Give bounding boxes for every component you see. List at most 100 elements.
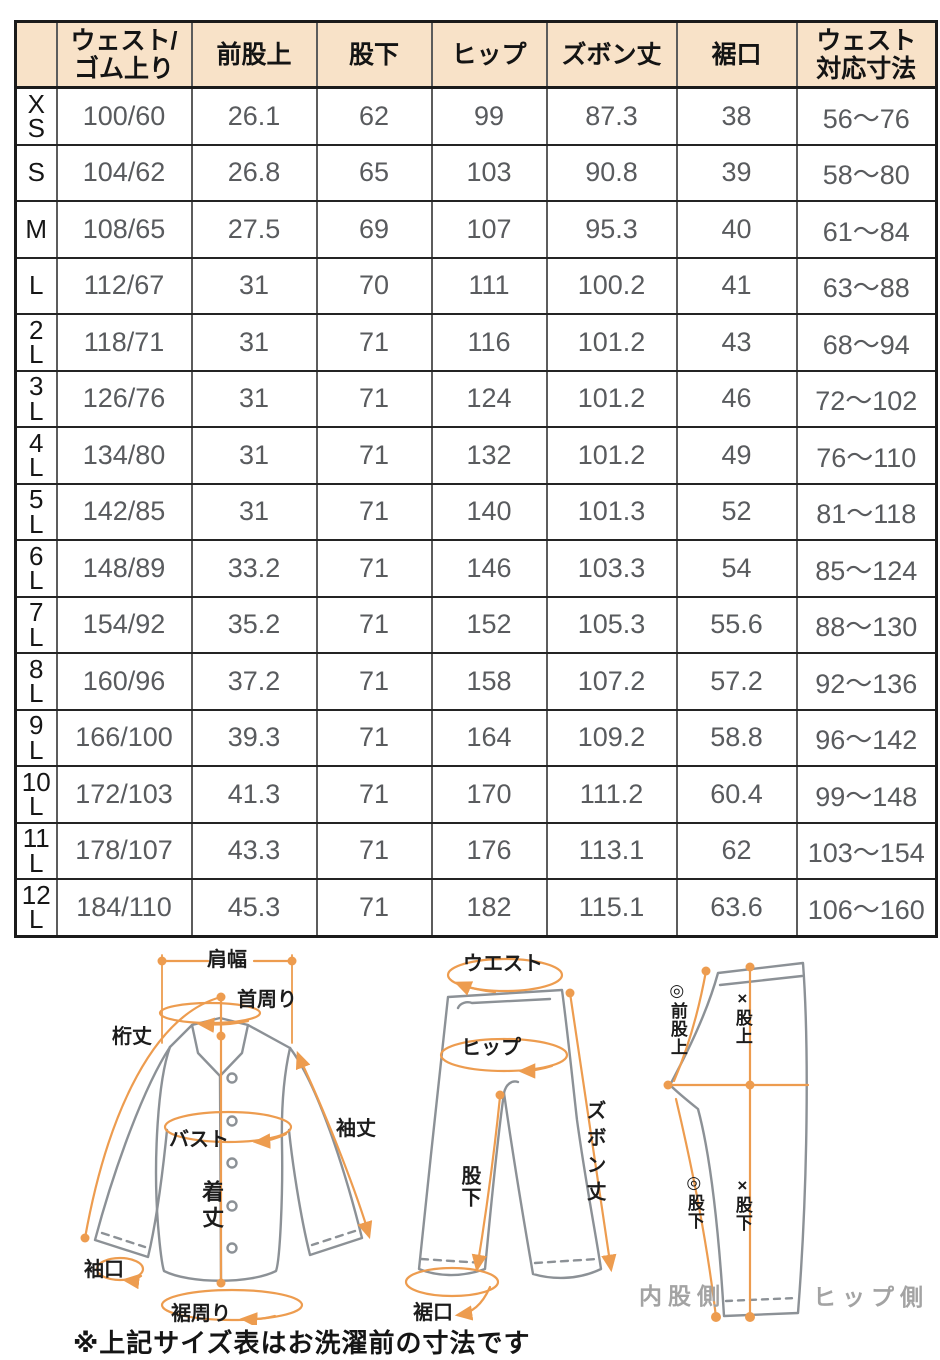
table-cell: 87.3 bbox=[545, 86, 678, 146]
table-cell: 101.3 bbox=[545, 482, 678, 541]
table-cell: 71 bbox=[315, 369, 433, 428]
row-size-label: 6 L bbox=[14, 539, 58, 598]
size-table-header-row: ウェスト/ ゴム上り 前股上 股下 ヒップ ズボン丈 裾口 ウェスト 対応寸法 bbox=[14, 20, 938, 89]
table-cell: 85〜124 bbox=[795, 539, 938, 598]
size-table-body: X S 100/60 26.1 62 99 87.3 38 56〜76 S 104/62 26.8 6… bbox=[14, 86, 938, 937]
table-cell: 26.1 bbox=[190, 86, 318, 146]
column-header: 前股上 bbox=[190, 20, 318, 89]
table-cell: 100/60 bbox=[55, 86, 193, 146]
column-header: ズボン丈 bbox=[545, 20, 678, 89]
table-cell: 112/67 bbox=[55, 256, 193, 315]
inseam-side-label: ×股下 bbox=[732, 1176, 752, 1232]
table-cell: 63〜88 bbox=[795, 256, 938, 315]
table-row: 3 L 126/76 31 71 124 101.2 46 72〜102 bbox=[14, 369, 938, 428]
table-cell: 71 bbox=[315, 765, 433, 824]
table-cell: 154/92 bbox=[55, 595, 193, 654]
table-cell: 124 bbox=[430, 369, 548, 428]
shirt-outline bbox=[93, 1016, 364, 1282]
cuff-opening-label: 袖口 bbox=[84, 1259, 124, 1281]
sleeve-from-center-label: 桁丈 bbox=[112, 1026, 152, 1048]
inner-thigh-side-caption: 内股側 bbox=[639, 1283, 726, 1309]
table-cell: 70 bbox=[315, 256, 433, 315]
table-cell: 65 bbox=[315, 143, 433, 202]
table-cell: 31 bbox=[190, 369, 318, 428]
table-cell: 134/80 bbox=[55, 426, 193, 485]
pants-side-diagram bbox=[663, 961, 810, 1322]
table-cell: 118/71 bbox=[55, 313, 193, 372]
table-cell: 68〜94 bbox=[795, 313, 938, 372]
table-cell: 38 bbox=[675, 86, 798, 146]
table-cell: 41.3 bbox=[190, 765, 318, 824]
table-cell: 178/107 bbox=[55, 821, 193, 880]
table-cell: 35.2 bbox=[190, 595, 318, 654]
table-cell: 103〜154 bbox=[795, 821, 938, 880]
table-cell: 71 bbox=[315, 313, 433, 372]
table-cell: 33.2 bbox=[190, 539, 318, 598]
column-header: ヒップ bbox=[430, 20, 548, 89]
table-cell: 107 bbox=[430, 200, 548, 259]
body-length-label: 着丈 bbox=[199, 1180, 225, 1232]
table-cell: 46 bbox=[675, 369, 798, 428]
table-row: 5 L 142/85 31 71 140 101.3 52 81〜118 bbox=[14, 482, 938, 541]
row-size-label: L bbox=[14, 256, 58, 315]
table-cell: 71 bbox=[315, 652, 433, 711]
inseam-label: 股下 bbox=[458, 1165, 480, 1209]
rise-label: ×股上 bbox=[732, 989, 752, 1045]
table-row: S 104/62 26.8 65 103 90.8 39 58〜80 bbox=[14, 143, 938, 202]
table-cell: 71 bbox=[315, 708, 433, 767]
table-cell: 111 bbox=[430, 256, 548, 315]
pants-side-measure-lines bbox=[666, 965, 810, 1319]
row-size-label: M bbox=[14, 200, 58, 259]
size-column-header bbox=[14, 20, 58, 89]
table-cell: 146 bbox=[430, 539, 548, 598]
table-cell: 99〜148 bbox=[795, 765, 938, 824]
table-cell: 100.2 bbox=[545, 256, 678, 315]
table-row: L 112/67 31 70 111 100.2 41 63〜88 bbox=[14, 256, 938, 315]
table-cell: 106〜160 bbox=[795, 878, 938, 937]
table-cell: 26.8 bbox=[190, 143, 318, 202]
column-header: ウェスト/ ゴム上り bbox=[55, 20, 193, 89]
row-size-label: 10 L bbox=[14, 765, 58, 824]
table-cell: 43.3 bbox=[190, 821, 318, 880]
table-cell: 37.2 bbox=[190, 652, 318, 711]
shirt-measure-lines bbox=[83, 954, 373, 1325]
shirt-diagram bbox=[80, 954, 373, 1325]
table-cell: 57.2 bbox=[675, 652, 798, 711]
table-cell: 90.8 bbox=[545, 143, 678, 202]
table-row: 7 L 154/92 35.2 71 152 105.3 55.6 88〜130 bbox=[14, 595, 938, 654]
table-cell: 41 bbox=[675, 256, 798, 315]
table-cell: 31 bbox=[190, 426, 318, 485]
table-cell: 99 bbox=[430, 86, 548, 146]
table-row: 8 L 160/96 37.2 71 158 107.2 57.2 92〜136 bbox=[14, 652, 938, 711]
table-cell: 52 bbox=[675, 482, 798, 541]
table-cell: 39.3 bbox=[190, 708, 318, 767]
hem-around-label: 裾周り bbox=[171, 1303, 231, 1325]
table-cell: 39 bbox=[675, 143, 798, 202]
table-row: 11 L 178/107 43.3 71 176 113.1 62 103〜154 bbox=[14, 821, 938, 880]
table-cell: 160/96 bbox=[55, 652, 193, 711]
table-cell: 95.3 bbox=[545, 200, 678, 259]
shoulder-width-label: 肩幅 bbox=[207, 949, 247, 971]
table-row: 4 L 134/80 31 71 132 101.2 49 76〜110 bbox=[14, 426, 938, 485]
table-cell: 108/65 bbox=[55, 200, 193, 259]
bust-label: バスト bbox=[169, 1129, 229, 1151]
neck-around-label: 首周り bbox=[237, 989, 297, 1011]
row-size-label: 3 L bbox=[14, 369, 58, 428]
row-size-label: 2 L bbox=[14, 313, 58, 372]
table-cell: 166/100 bbox=[55, 708, 193, 767]
table-cell: 172/103 bbox=[55, 765, 193, 824]
table-cell: 182 bbox=[430, 878, 548, 937]
column-header: ウェスト 対応寸法 bbox=[795, 20, 938, 89]
table-cell: 27.5 bbox=[190, 200, 318, 259]
row-size-label: 5 L bbox=[14, 482, 58, 541]
pants-front-measure-lines bbox=[404, 957, 617, 1321]
row-size-label: 12 L bbox=[14, 878, 58, 937]
table-cell: 148/89 bbox=[55, 539, 193, 598]
row-size-label: S bbox=[14, 143, 58, 202]
table-cell: 164 bbox=[430, 708, 548, 767]
measurement-diagrams: 肩幅 首周り 桁丈 バスト 袖丈 着丈 袖口 裾周り ウエスト ヒップ ズボン丈… bbox=[0, 935, 940, 1360]
row-size-label: 7 L bbox=[14, 595, 58, 654]
table-cell: 103 bbox=[430, 143, 548, 202]
pants-front-measure-dots bbox=[495, 988, 575, 1100]
